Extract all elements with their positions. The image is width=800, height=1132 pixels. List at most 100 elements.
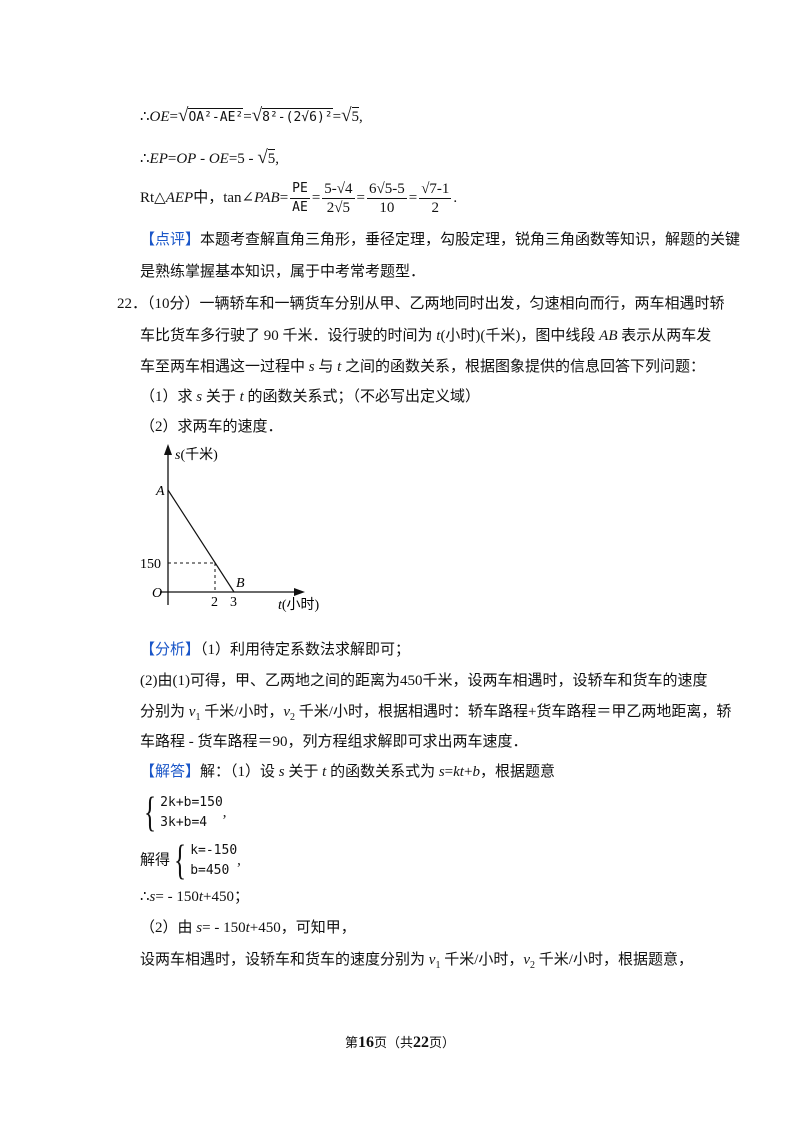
radical: √ [257,147,268,168]
text: 表示从两车发 [617,328,712,344]
footer: 第16页（共22页） [0,1033,800,1053]
var: t [239,389,244,405]
equation: b=450 [190,863,230,878]
radicand: 5 [351,107,360,125]
numerator: √7-1 [419,181,452,199]
text: ∴ [140,889,150,905]
text: (小时)(千米)，图中线段 [440,328,600,344]
text: 千米/小时， [200,704,284,720]
equation: 3k+b=4 [160,815,208,830]
fraction: PE AE [290,180,310,217]
text: 的函数关系式为 [326,764,439,780]
text: , [359,109,363,125]
text: 的函数关系式；（不必写出定义域） [243,389,481,405]
text: , [222,804,227,821]
x-label: t(小时) [278,597,320,613]
tag: 【解答】 [140,764,201,780]
tick-label: 3 [230,595,237,610]
text: 解得 [140,852,171,869]
var: s [278,764,285,780]
tick-label: 150 [140,557,161,572]
var: s [196,389,203,405]
text: ，根据题意 [479,764,555,780]
var: AB [599,328,618,344]
text: =5 - [228,151,258,167]
var: s [149,889,156,905]
text: 22．（10分）一辆轿车和一辆货车分别从甲、乙两地同时出发，匀速相向而行，两车相… [117,296,725,312]
text: 设两车相遇时，设轿车和货车的速度分别为 [140,952,429,968]
text: (2)由(1)可得，甲、乙两地之间的距离为450千米，设两车相遇时，设轿车和货车… [140,673,708,689]
var: AEP [165,189,194,206]
text-line: （2）由 s= - 150t+450，可知甲， [140,918,356,938]
text: , [237,852,241,869]
radicand: OA²-AE² [188,108,244,125]
unit: (小时) [282,597,320,613]
unit: (千米) [180,447,218,463]
point-label: B [236,576,245,591]
text: 页（共 [373,1035,413,1050]
text-line: 分别为 v1 千米/小时，v2 千米/小时，根据相遇时：轿车路程+货车路程＝甲乙… [140,702,731,728]
var: OE [149,109,170,125]
text: 页） [429,1035,456,1050]
text: 千米/小时， [440,952,524,968]
text: 车路程 - 货车路程＝90，列方程组求解即可求出两车速度． [140,734,528,750]
ep-line: ∴EP=OP - OE=5 - √5, [140,148,279,169]
solved: 解得{k=-150 b=450, [140,840,241,882]
var: v [188,704,196,720]
var: t [278,598,283,613]
text: = - 150 [202,920,246,936]
text: 千米/小时，根据相遇时：轿车路程+货车路程＝甲乙两地距离，轿 [295,704,732,720]
equation: 2k+b=150 [160,795,223,810]
equations: 2k+b=150 3k+b=4 [160,793,223,833]
figure: s(千米) A 150 O 2 3 B t(小时) [140,444,320,613]
text: ∴ [140,109,150,125]
var: s [196,920,203,936]
denominator: 10 [379,200,395,216]
numerator: PE [290,180,310,199]
text: = [169,109,179,125]
text: , [275,151,279,167]
var: kt [453,764,464,780]
subscript: 1 [195,712,201,723]
text-line: （1）求 s 关于 t 的函数关系式；（不必写出定义域） [140,387,480,407]
radicand: 8²-(2√6)² [262,108,333,125]
text-line: 车至两车相遇这一过程中 s 与 t 之间的函数关系，根据图象提供的信息回答下列问… [140,357,705,377]
text: （2）由 [140,920,197,936]
tag: 【分析】 [140,642,201,658]
text: （2）求两车的速度． [140,419,283,435]
subscript: 2 [530,960,536,971]
text-line: ∴s= - 150t+450； [140,887,249,907]
var: t [245,920,250,936]
page-total: 22 [413,1034,429,1051]
text-line: 车比货车多行驶了 90 千米．设行驶的时间为 t(小时)(千米)，图中线段 AB… [140,326,711,346]
fraction: 5-√4 2√5 [322,180,355,217]
var: PAB [254,189,280,206]
brace: { [144,790,157,836]
text: （1）利用待定系数法求解即可； [200,642,411,658]
text-line: 设两车相遇时，设轿车和货车的速度分别为 v1 千米/小时，v2 千米/小时，根据… [140,950,693,976]
text: 解：（1）设 [200,764,279,780]
answer-line: 【解答】解：（1）设 s 关于 t 的函数关系式为 s=kt+b，根据题意 [140,762,555,782]
numerator: 6√5-5 [366,181,407,199]
denominator: 2 [431,200,440,216]
oe-line: ∴OE=√OA²-AE²=√8²-(2√6)²=√5, [140,106,363,128]
var: t [322,764,327,780]
text: = - 150 [155,889,199,905]
text: 中，tan∠ [193,189,255,206]
subscript: 1 [435,960,441,971]
analysis-line: 【分析】（1）利用待定系数法求解即可； [140,640,410,660]
text: = [167,151,177,167]
arrow [294,588,305,596]
page-number: 16 [357,1034,374,1051]
segment-ab [167,489,235,593]
var: s [308,359,315,375]
fraction: √7-1 2 [419,180,452,217]
denominator: 2√5 [326,200,351,216]
denominator: AE [292,200,308,215]
subscript: 2 [290,712,296,723]
var: v [283,704,291,720]
text: +450，可知甲， [249,920,356,936]
text: （1）求 [140,389,197,405]
numerator: 5-√4 [322,181,355,199]
